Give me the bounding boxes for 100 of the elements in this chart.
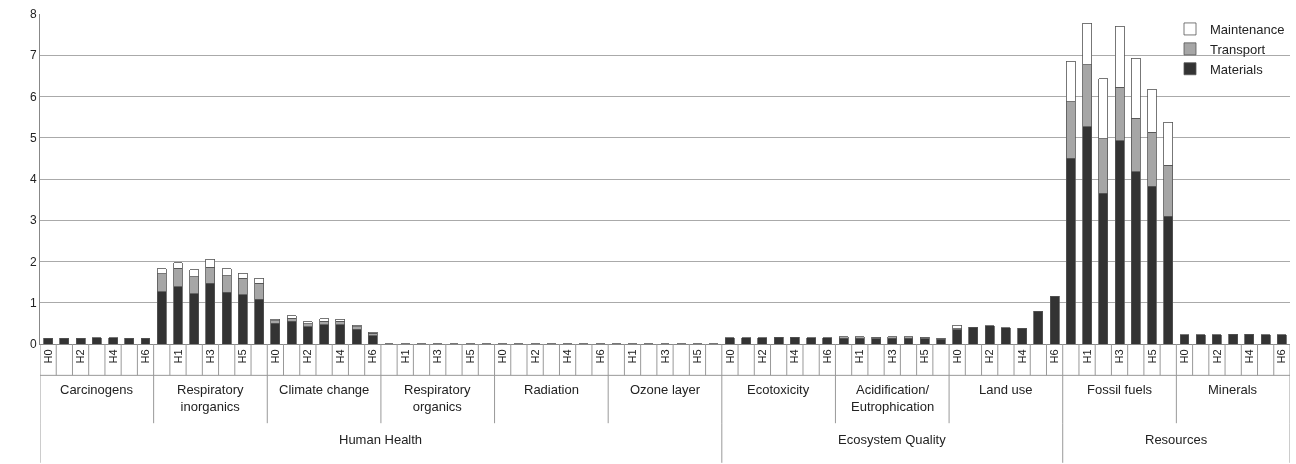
- x-tick-label: H0: [268, 349, 281, 364]
- bar: [1212, 334, 1222, 344]
- x-tick-label: H0: [950, 349, 963, 364]
- y-tick-label: 2: [29, 254, 37, 269]
- x-tick-label: H4: [561, 349, 574, 364]
- x-tick-label: H6: [366, 349, 379, 364]
- bar: [1049, 295, 1060, 344]
- bar: [1228, 333, 1239, 344]
- text: Climate change: [279, 382, 370, 397]
- text: Ecosystem Quality: [838, 432, 947, 447]
- bar: [43, 337, 53, 344]
- x-tick-label: H3: [885, 349, 898, 364]
- x-tick-label: H1: [626, 349, 639, 364]
- x-tick-label: H4: [788, 349, 801, 364]
- x-tick-label: H3: [431, 349, 444, 364]
- bar: [367, 335, 378, 344]
- x-tick-label: H6: [139, 349, 152, 364]
- bar: [968, 326, 979, 344]
- bar: [1033, 310, 1044, 344]
- bar: [822, 337, 833, 344]
- x-tick-label: H2: [301, 349, 314, 364]
- bar: [741, 337, 752, 344]
- bar: [919, 338, 930, 344]
- x-tick-label: H6: [593, 349, 606, 364]
- bar: [335, 324, 346, 344]
- text: Minerals: [1208, 382, 1258, 397]
- x-tick-label: H3: [1113, 349, 1126, 364]
- x-tick-label: H6: [1275, 349, 1288, 364]
- x-tick-label: H2: [983, 349, 996, 364]
- bar: [1277, 334, 1287, 344]
- bar: [1195, 334, 1206, 344]
- x-tick-label: H0: [1178, 349, 1191, 364]
- x-tick-label: H2: [528, 349, 541, 364]
- text: Fossil fuels: [1087, 382, 1153, 397]
- x-tick-label: H2: [1210, 349, 1223, 364]
- bar: [903, 337, 914, 344]
- x-tick-label: H5: [463, 349, 476, 364]
- x-tick-label: H3: [204, 349, 217, 364]
- x-tick-label: H0: [723, 349, 736, 364]
- bar: [319, 324, 329, 344]
- bar: [140, 337, 151, 344]
- x-tick-label: H1: [853, 349, 866, 364]
- y-tick-label: 1: [29, 295, 37, 310]
- x-tick-label: H6: [820, 349, 833, 364]
- bar: [124, 337, 135, 344]
- bar: [838, 337, 849, 344]
- x-tick-label: H5: [236, 349, 249, 364]
- x-tick-label: H0: [496, 349, 509, 364]
- x-tick-label: H1: [171, 349, 184, 364]
- bar: [984, 325, 995, 344]
- y-tick-label: 4: [29, 172, 37, 187]
- text: Human Health: [339, 432, 423, 447]
- text: Acidification/ Eutrophication: [851, 382, 935, 414]
- x-tick-label: H3: [658, 349, 671, 364]
- bar: [806, 337, 816, 344]
- text: Respiratory organics: [404, 382, 471, 414]
- x-tick-label: H0: [41, 349, 54, 364]
- bar: [1001, 327, 1011, 344]
- legend-label: Transport: [1210, 41, 1266, 57]
- x-tick-label: H5: [918, 349, 931, 364]
- bar: [1244, 333, 1255, 344]
- y-tick-label: 0: [29, 337, 37, 352]
- bar: [757, 337, 768, 344]
- x-tick-label: H5: [1145, 349, 1158, 364]
- x-tick-label: H1: [1080, 349, 1093, 364]
- x-tick-label: H1: [398, 349, 411, 364]
- x-tick-label: H2: [755, 349, 768, 364]
- text: Resources: [1145, 432, 1208, 447]
- x-tick-label: H5: [691, 349, 704, 364]
- bar: [286, 320, 297, 344]
- bar: [302, 326, 313, 344]
- legend-label: Maintenance: [1210, 22, 1285, 38]
- y-tick-label: 3: [29, 213, 37, 228]
- text: Radiation: [524, 382, 579, 397]
- bar: [59, 337, 70, 344]
- x-tick-label: H4: [333, 349, 346, 364]
- legend-label: Materials: [1210, 61, 1264, 77]
- y-tick-label: 5: [29, 130, 37, 145]
- bar: [871, 338, 881, 344]
- x-tick-label: H4: [106, 349, 119, 364]
- bar: [351, 328, 362, 344]
- bar: [1179, 334, 1190, 344]
- bar: [725, 337, 735, 344]
- bar: [108, 337, 118, 344]
- bar: [75, 337, 86, 344]
- y-tick-label: 6: [29, 89, 37, 104]
- text: Land use: [979, 382, 1033, 397]
- x-tick-label: H2: [74, 349, 87, 364]
- text: Ecotoxicity: [747, 382, 810, 397]
- x-tick-label: H6: [1048, 349, 1061, 364]
- text: Ozone layer: [630, 382, 701, 397]
- y-tick-label: 8: [29, 7, 37, 22]
- x-tick-label: H4: [1242, 349, 1255, 364]
- y-tick-label: 7: [29, 48, 37, 63]
- bar: [1017, 327, 1028, 344]
- text: Carcinogens: [60, 382, 134, 397]
- bar: [773, 337, 784, 344]
- bar: [1260, 334, 1271, 344]
- bar: [91, 337, 102, 344]
- x-tick-label: H4: [1015, 349, 1028, 364]
